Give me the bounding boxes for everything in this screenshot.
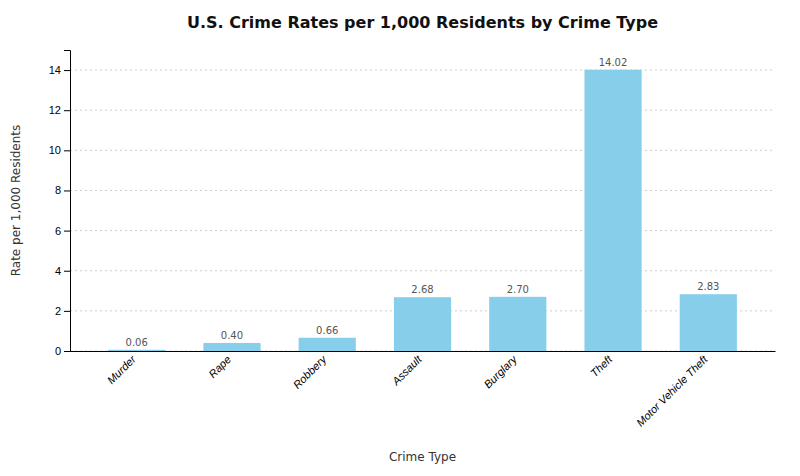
data-label: 14.02: [599, 57, 628, 68]
tick-label: Robbery: [291, 352, 330, 391]
bars: [108, 70, 737, 351]
bar: [394, 297, 451, 351]
tick-label: 0: [55, 345, 61, 357]
plot-area: 0 2 4 6 8 10 12 14 Murder Rape Robbery Assault Burgl…: [49, 51, 776, 429]
tick-mark: [64, 311, 70, 312]
tick-label: 14: [49, 64, 61, 76]
data-label: 2.83: [697, 281, 719, 292]
grid-line: [70, 110, 775, 111]
grid-line: [70, 70, 775, 71]
y-axis-title: Rate per 1,000 Residents: [9, 125, 23, 277]
y-tick: 2: [55, 305, 70, 317]
y-tick: 14: [49, 64, 70, 76]
grid-line: [70, 230, 775, 231]
chart: 0 2 4 6 8 10 12 14 Murder Rape Robbery Assault Burgl…: [0, 0, 800, 476]
bar: [299, 338, 356, 351]
tick-label: 10: [49, 144, 61, 156]
data-label: 0.40: [221, 330, 243, 341]
data-labels: 0.06 0.40 0.66 2.68 2.70 14.02 2.83: [126, 57, 720, 348]
tick-mark: [64, 271, 70, 272]
x-tick: Burglary: [482, 351, 521, 391]
data-label: 0.66: [316, 325, 338, 336]
tick-mark: [64, 70, 70, 71]
grid-line: [70, 150, 775, 151]
y-tick: 12: [49, 104, 70, 116]
y-tick: 10: [49, 144, 70, 156]
tick-label: Burglary: [482, 352, 521, 391]
x-tick: Robbery: [291, 351, 330, 391]
y-tick: 0: [55, 345, 70, 357]
bar: [584, 70, 641, 351]
tick-label: Motor Vehicle Theft: [634, 352, 710, 428]
chart-container: 0 2 4 6 8 10 12 14 Murder Rape Robbery Assault Burgl…: [0, 0, 800, 476]
tick-label: 2: [55, 305, 61, 317]
tick-label: 8: [55, 184, 61, 196]
bar: [489, 297, 546, 351]
y-tick: 4: [55, 265, 70, 277]
bar: [108, 350, 165, 351]
tick-label: Rape: [206, 353, 233, 380]
tick-mark: [64, 231, 70, 232]
tick-label: Murder: [105, 352, 139, 386]
data-label: 0.06: [126, 337, 148, 348]
data-label: 2.68: [411, 284, 433, 295]
tick-mark: [64, 150, 70, 151]
data-label: 2.70: [507, 284, 529, 295]
y-tick: 8: [55, 184, 70, 196]
tick-label: 12: [49, 104, 61, 116]
tick-mark: [64, 190, 70, 191]
tick-mark: [64, 110, 70, 111]
tick-label: Theft: [588, 352, 615, 379]
tick-label: 6: [55, 225, 61, 237]
tick-mark: [64, 351, 70, 352]
bar: [203, 343, 260, 351]
x-tick: Rape: [206, 351, 233, 380]
x-tick: Assault: [389, 351, 424, 388]
grid-line: [70, 190, 775, 191]
grid: [70, 70, 775, 351]
x-tick: Theft: [588, 351, 615, 379]
grid-line: [70, 270, 775, 271]
y-axis: 0 2 4 6 8 10 12 14: [49, 51, 71, 358]
axis-line: [64, 51, 71, 352]
x-axis-title: Crime Type: [389, 450, 456, 464]
x-axis: Murder Rape Robbery Assault Burglary Theft Mot…: [71, 351, 776, 429]
y-tick: 6: [55, 225, 70, 237]
x-tick: Murder: [105, 351, 139, 386]
axis-line: [71, 351, 776, 352]
bar: [680, 294, 737, 351]
tick-label: 4: [55, 265, 61, 277]
x-tick: Motor Vehicle Theft: [634, 351, 710, 429]
chart-title: U.S. Crime Rates per 1,000 Residents by …: [187, 13, 658, 32]
tick-label: Assault: [389, 352, 424, 387]
